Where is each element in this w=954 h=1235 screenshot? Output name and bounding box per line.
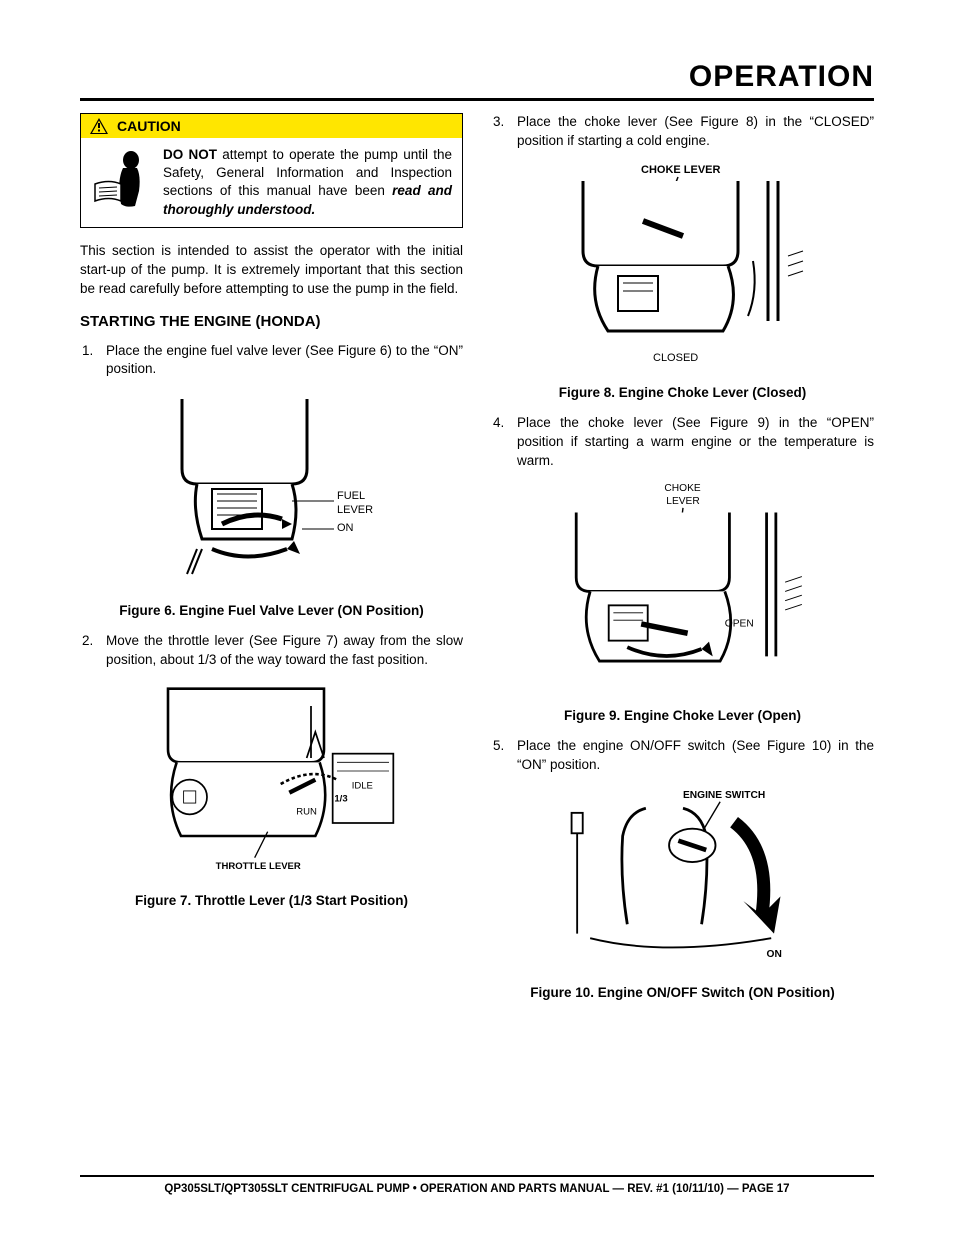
footer-rule — [80, 1175, 874, 1177]
figure-7: IDLE 1/3 RUN THROTTLE LEVER — [80, 680, 463, 879]
read-manual-icon — [91, 146, 153, 216]
content-columns: CAUTION DO NOT attempt to operate the pu… — [80, 113, 874, 1014]
fig8-label-choke: CHOKE LEVER — [641, 164, 721, 176]
figure-10: ENGINE SWITCH ON — [491, 785, 874, 971]
figure-8: CHOKE LEVER CLOSED — [491, 161, 874, 371]
warning-icon — [89, 117, 109, 135]
step-5: Place the engine ON/OFF switch (See Figu… — [491, 737, 874, 775]
page-title: OPERATION — [80, 60, 874, 94]
left-column: CAUTION DO NOT attempt to operate the pu… — [80, 113, 463, 1014]
fig9-label-choke1: CHOKE — [664, 484, 700, 495]
caution-lead: DO NOT — [163, 147, 217, 162]
steps-list-left: Place the engine fuel valve lever (See F… — [80, 342, 463, 380]
figure-6: FUEL LEVER ON — [80, 389, 463, 589]
fig7-label-third: 1/3 — [334, 793, 347, 804]
figure-10-caption: Figure 10. Engine ON/OFF Switch (ON Posi… — [491, 985, 874, 1000]
figure-9: CHOKE LEVER OPEN — [491, 480, 874, 694]
caution-header: CAUTION — [81, 114, 462, 138]
step-1: Place the engine fuel valve lever (See F… — [80, 342, 463, 380]
step-2: Move the throttle lever (See Figure 7) a… — [80, 632, 463, 670]
intro-paragraph: This section is intended to assist the o… — [80, 242, 463, 299]
fig9-label-open: OPEN — [724, 619, 753, 630]
right-column: Place the choke lever (See Figure 8) in … — [491, 113, 874, 1014]
figure-6-caption: Figure 6. Engine Fuel Valve Lever (ON Po… — [80, 603, 463, 618]
fig6-label-lever: LEVER — [337, 504, 373, 516]
caution-text: DO NOT attempt to operate the pump until… — [163, 146, 452, 219]
caution-label: CAUTION — [117, 118, 181, 134]
fig8-label-closed: CLOSED — [653, 352, 698, 364]
figure-6-svg: FUEL LEVER ON — [142, 389, 402, 589]
title-rule — [80, 98, 874, 101]
footer-text: QP305SLT/QPT305SLT CENTRIFUGAL PUMP • OP… — [80, 1183, 874, 1195]
figure-7-svg: IDLE 1/3 RUN THROTTLE LEVER — [142, 680, 402, 879]
fig10-label-switch: ENGINE SWITCH — [683, 790, 765, 801]
fig9-label-choke2: LEVER — [666, 497, 699, 508]
fig6-label-on: ON — [337, 522, 354, 534]
figure-9-caption: Figure 9. Engine Choke Lever (Open) — [491, 708, 874, 723]
fig10-label-on: ON — [766, 949, 781, 960]
section-heading: STARTING THE ENGINE (HONDA) — [80, 313, 463, 330]
figure-7-caption: Figure 7. Throttle Lever (1/3 Start Posi… — [80, 893, 463, 908]
figure-10-svg: ENGINE SWITCH ON — [553, 785, 813, 971]
fig7-label-throttle: THROTTLE LEVER — [215, 861, 300, 872]
steps-list-right-1: Place the choke lever (See Figure 8) in … — [491, 113, 874, 151]
steps-list-right-3: Place the engine ON/OFF switch (See Figu… — [491, 737, 874, 775]
fig7-label-run: RUN — [296, 806, 317, 817]
page-footer: QP305SLT/QPT305SLT CENTRIFUGAL PUMP • OP… — [80, 1175, 874, 1195]
step-4: Place the choke lever (See Figure 9) in … — [491, 414, 874, 471]
figure-9-svg: CHOKE LEVER OPEN — [553, 480, 813, 694]
caution-box: CAUTION DO NOT attempt to operate the pu… — [80, 113, 463, 228]
fig7-label-idle: IDLE — [351, 780, 372, 791]
steps-list-left-2: Move the throttle lever (See Figure 7) a… — [80, 632, 463, 670]
fig6-label-fuel: FUEL — [337, 490, 365, 502]
step-3: Place the choke lever (See Figure 8) in … — [491, 113, 874, 151]
steps-list-right-2: Place the choke lever (See Figure 9) in … — [491, 414, 874, 471]
figure-8-caption: Figure 8. Engine Choke Lever (Closed) — [491, 385, 874, 400]
figure-8-svg: CHOKE LEVER CLOSED — [553, 161, 813, 371]
